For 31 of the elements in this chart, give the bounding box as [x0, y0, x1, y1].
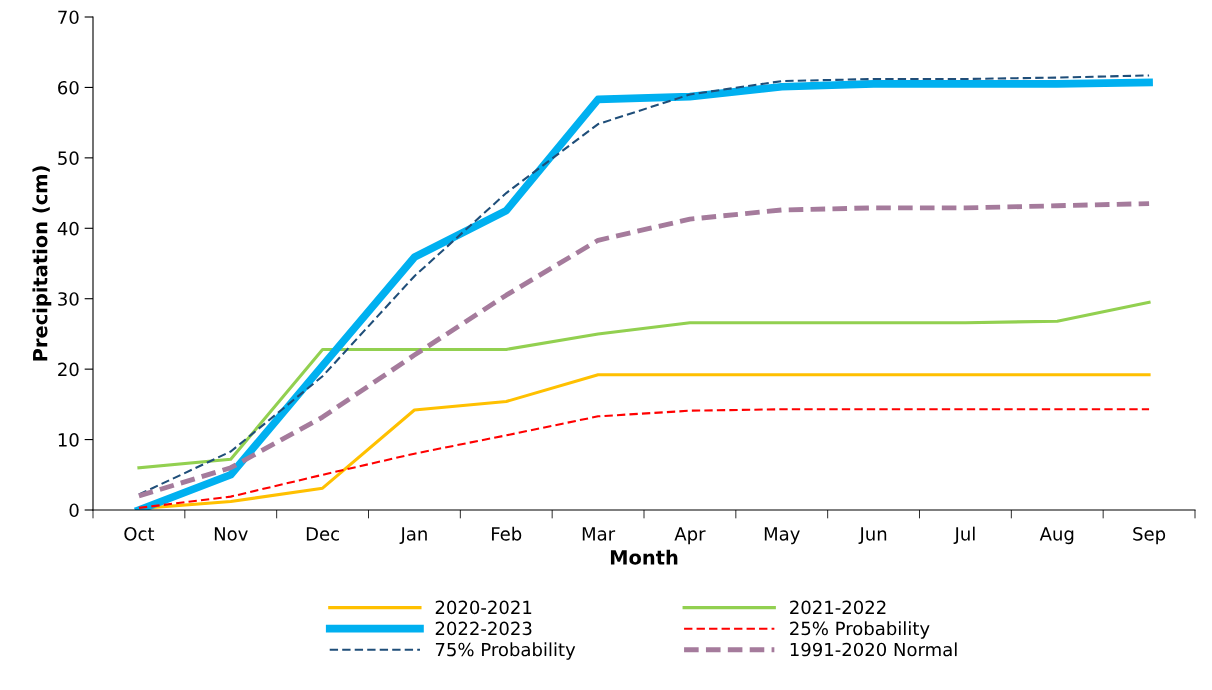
line-series [137, 300, 1151, 470]
x-tick-label: Jun [858, 527, 887, 544]
line-series [137, 408, 1151, 509]
y-tick-label: 50 [58, 151, 79, 165]
x-axis-title: Month [610, 549, 678, 565]
x-tick-label: Apr [674, 527, 706, 545]
legend-label: 25% Probability [790, 621, 930, 639]
y-tick-label: 70 [58, 10, 79, 25]
y-tick-label: 40 [57, 221, 79, 236]
legend-label: 2020-2021 [435, 600, 532, 615]
y-tick-label: 60 [58, 80, 79, 95]
x-tick-label: Dec [306, 527, 339, 541]
x-tick-label: Oct [124, 526, 155, 541]
legend-label: 1991-2020 Normal [790, 642, 957, 657]
y-tick-label: 10 [58, 433, 79, 447]
x-tick-label: Mar [582, 527, 616, 541]
legend-label: 75% Probability [435, 642, 576, 660]
y-tick-label: 0 [69, 503, 79, 518]
legend-label: 2022-2023 [435, 621, 532, 636]
y-tick-label: 20 [58, 362, 79, 377]
x-tick-label: Jul [953, 526, 975, 544]
y-tick-label: 30 [58, 292, 79, 306]
x-tick-label: Sep [1133, 526, 1166, 545]
x-tick-label: Jan [399, 527, 427, 544]
x-tick-label: Nov [214, 527, 248, 541]
x-tick-label: Aug [1039, 527, 1074, 545]
line-series [136, 201, 1152, 499]
x-tick-label: May [764, 527, 800, 545]
x-tick-label: Feb [492, 526, 522, 541]
legend-label: 2021-2022 [790, 600, 886, 615]
y-axis-title: Precipitation (cm) [32, 166, 52, 361]
